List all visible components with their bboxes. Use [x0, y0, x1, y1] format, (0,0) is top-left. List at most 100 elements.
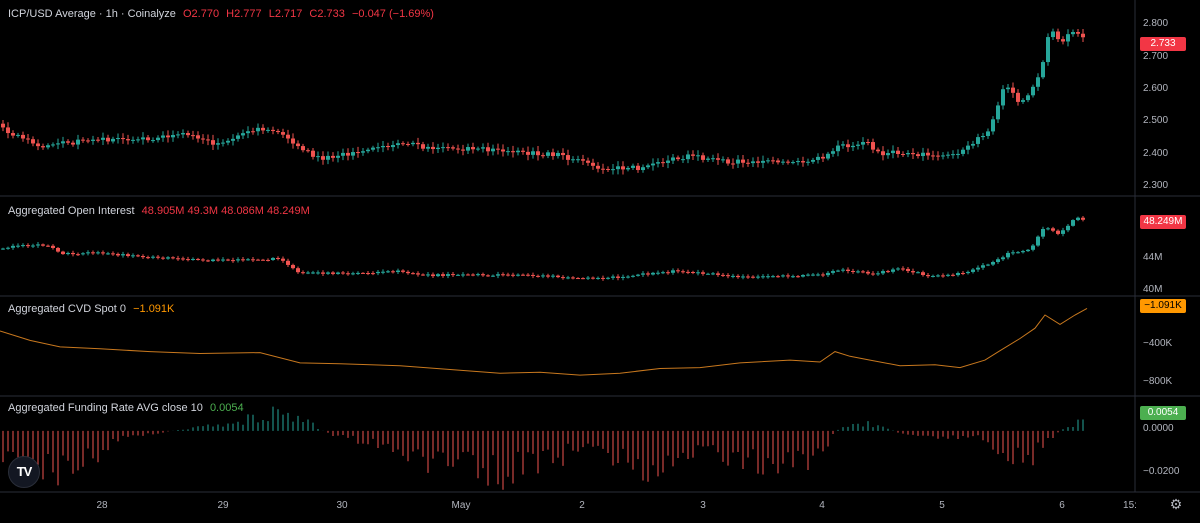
- candle-body: [546, 275, 550, 277]
- candle-body: [981, 265, 985, 268]
- candle-body: [1041, 62, 1045, 78]
- candle-body: [666, 160, 670, 163]
- candle-body: [846, 144, 850, 148]
- candle-body: [401, 270, 405, 272]
- candle-body: [861, 142, 865, 145]
- candle-body: [231, 138, 235, 141]
- candle-body: [611, 169, 615, 171]
- candle-body: [421, 144, 425, 149]
- candle-body: [311, 272, 315, 274]
- candle-body: [681, 271, 685, 273]
- candle-body: [711, 273, 715, 275]
- candle-body: [796, 276, 800, 278]
- oi-last-badge: 48.249M: [1140, 215, 1186, 229]
- candle-body: [86, 140, 90, 142]
- candle-body: [141, 137, 145, 140]
- candle-body: [761, 276, 765, 278]
- candle-body: [466, 147, 470, 151]
- gear-icon[interactable]: ⚙: [1169, 496, 1183, 512]
- candle-body: [286, 260, 290, 265]
- candle-body: [376, 271, 380, 274]
- x-tick-label: 29: [217, 500, 229, 511]
- funding-value: 0.0054: [209, 402, 244, 414]
- price-title: ICP/USD Average · 1h · Coinalyze: [8, 8, 176, 20]
- candle-body: [171, 257, 175, 259]
- candle-body: [991, 262, 995, 265]
- candle-body: [521, 150, 525, 152]
- candle-body: [976, 267, 980, 270]
- candle-body: [986, 264, 990, 266]
- tradingview-logo-icon[interactable]: TV: [8, 456, 40, 488]
- candle-body: [236, 259, 240, 261]
- candle-body: [941, 275, 945, 277]
- candle-body: [716, 273, 720, 275]
- candle-body: [506, 274, 510, 276]
- candle-body: [221, 259, 225, 261]
- candle-body: [26, 138, 30, 140]
- candle-body: [981, 135, 985, 138]
- candle-body: [271, 129, 275, 131]
- candle-body: [311, 150, 315, 157]
- candle-body: [541, 155, 545, 157]
- candle-body: [1016, 92, 1020, 102]
- candle-body: [116, 253, 120, 256]
- candle-body: [906, 153, 910, 155]
- candle-body: [896, 150, 900, 155]
- candle-body: [681, 159, 685, 161]
- y-tick-label: 2.500: [1143, 115, 1168, 126]
- candle-body: [756, 161, 760, 163]
- candle-body: [946, 274, 950, 276]
- candle-body: [936, 275, 940, 277]
- candle-body: [271, 257, 275, 260]
- candle-body: [741, 276, 745, 278]
- candle-body: [76, 254, 80, 256]
- candle-body: [416, 142, 420, 145]
- candle-body: [451, 274, 455, 276]
- candle-body: [501, 149, 505, 152]
- candle-body: [496, 274, 500, 276]
- candle-body: [701, 155, 705, 160]
- candle-body: [391, 145, 395, 148]
- candle-body: [1011, 87, 1015, 93]
- candle-body: [1061, 230, 1065, 234]
- candle-body: [161, 257, 165, 259]
- candle-body: [471, 147, 475, 150]
- candle-body: [276, 130, 280, 133]
- candle-body: [81, 139, 85, 141]
- candle-body: [176, 134, 180, 136]
- candle-body: [56, 143, 60, 145]
- funding-last-badge: 0.0054: [1140, 406, 1186, 420]
- candle-body: [626, 167, 630, 170]
- candle-body: [96, 252, 100, 254]
- candle-body: [871, 273, 875, 275]
- candle-body: [1, 123, 5, 128]
- candle-body: [581, 159, 585, 161]
- candle-body: [706, 273, 710, 275]
- candle-body: [1051, 31, 1055, 38]
- candle-body: [676, 270, 680, 272]
- candle-body: [96, 139, 100, 141]
- candle-body: [356, 272, 360, 274]
- candle-body: [246, 131, 250, 134]
- candle-body: [126, 139, 130, 141]
- candle-body: [61, 251, 65, 255]
- candle-body: [1051, 228, 1055, 231]
- candle-body: [1001, 257, 1005, 260]
- candle-body: [66, 252, 70, 255]
- candle-body: [576, 159, 580, 161]
- candle-body: [21, 245, 25, 247]
- candle-body: [296, 143, 300, 147]
- candle-body: [56, 247, 60, 252]
- candle-body: [926, 152, 930, 156]
- candle-body: [921, 272, 925, 276]
- candle-body: [1041, 229, 1045, 237]
- candle-body: [776, 276, 780, 278]
- candle-body: [956, 153, 960, 155]
- candle-body: [656, 162, 660, 164]
- candle-body: [851, 271, 855, 273]
- candle-body: [206, 260, 210, 262]
- x-tick-label: 2: [579, 500, 585, 511]
- candle-body: [516, 150, 520, 153]
